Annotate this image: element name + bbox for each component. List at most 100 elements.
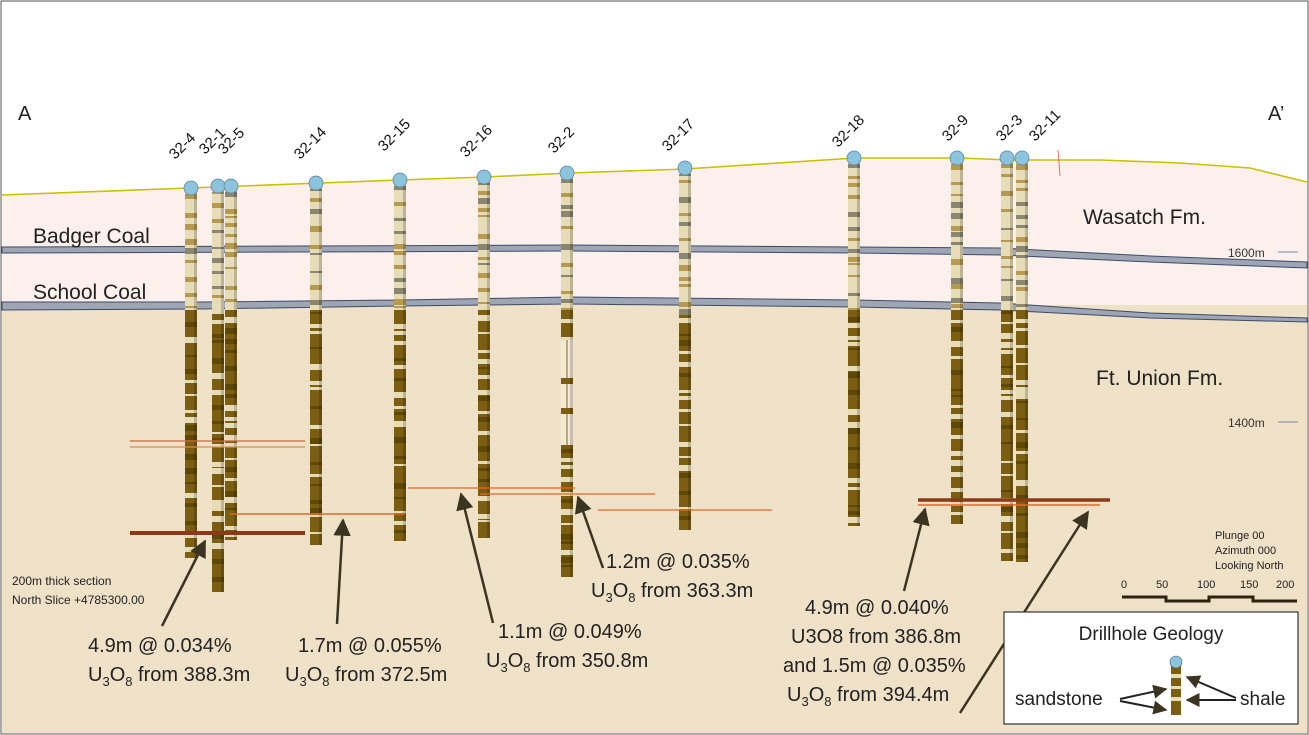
lithology-band: [1016, 363, 1028, 365]
lithology-band: [1016, 380, 1028, 385]
lithology-band: [212, 295, 224, 298]
lithology-band: [225, 423, 237, 428]
lithology-band: [1016, 164, 1028, 170]
collar-marker: [559, 165, 575, 181]
lithology-band: [951, 395, 963, 397]
lithology-band: [185, 482, 197, 484]
lithology-band: [185, 248, 197, 254]
lithology-band: [478, 520, 490, 522]
lithology-band: [951, 232, 963, 237]
school-coal-label: School Coal: [33, 281, 146, 304]
lithology-band: [561, 193, 573, 197]
legend-title: Drillhole Geology: [1079, 624, 1224, 645]
svg-text:U3O8 from 350.8m: U3O8 from 350.8m: [486, 650, 648, 675]
legend-shale-label: shale: [1240, 689, 1285, 710]
lithology-band: [225, 339, 237, 344]
lithology-band: [679, 373, 691, 377]
lithology-band: [185, 337, 197, 343]
lithology-band: [225, 286, 237, 290]
lithology-band: [561, 226, 573, 229]
lithology-band: [478, 332, 490, 334]
lithology-band: [679, 309, 691, 315]
lithology-band: [951, 414, 963, 419]
drillhole-shade: [234, 186, 237, 540]
collar-marker: [1014, 150, 1030, 166]
lithology-band: [679, 253, 691, 259]
lithology-band: [1016, 287, 1028, 291]
lithology-band: [212, 219, 224, 223]
lithology-band: [848, 323, 860, 328]
drillhole-shade: [1010, 158, 1013, 561]
lithology-band: [848, 517, 860, 523]
lithology-band: [212, 271, 224, 274]
lithology-band: [212, 438, 224, 441]
drillhole-lower: [848, 310, 860, 526]
lithology-band: [1001, 490, 1013, 492]
lithology-band: [212, 543, 224, 549]
lithology-band: [561, 458, 573, 462]
lithology-band: [185, 239, 197, 245]
lithology-band: [394, 521, 406, 525]
lithology-band: [478, 461, 490, 464]
lithology-band: [394, 437, 406, 443]
lithology-band: [561, 499, 573, 503]
lithology-band: [951, 194, 963, 196]
lithology-band: [848, 336, 860, 340]
lithology-band: [394, 412, 406, 415]
ft-union-label: Ft. Union Fm.: [1096, 367, 1223, 390]
lithology-band: [951, 451, 963, 456]
intercept-lines: [130, 440, 1110, 535]
lithology-band: [561, 523, 573, 525]
lithology-band: [225, 317, 237, 323]
lithology-band: [212, 320, 224, 324]
lithology-band: [561, 509, 573, 515]
lithology-band: [1016, 555, 1028, 559]
lithology-band: [394, 306, 406, 308]
lithology-band: [951, 502, 963, 506]
lithology-band: [394, 202, 406, 206]
lithology-band: [478, 198, 490, 204]
lithology-band: [561, 244, 573, 250]
drillhole-shade: [570, 173, 573, 577]
lithology-band: [225, 299, 237, 302]
lithology-band: [1001, 516, 1013, 522]
lithology-band: [1016, 430, 1028, 433]
lithology-band: [561, 378, 573, 384]
svg-text:U3O8 from 388.3m: U3O8 from 388.3m: [88, 664, 250, 689]
lithology-band: [185, 521, 197, 525]
thickness-note: 200m thick section: [12, 574, 111, 588]
lithology-band: [848, 390, 860, 395]
lithology-band: [561, 565, 573, 567]
lithology-band: [212, 516, 224, 522]
lithology-band: [1016, 328, 1028, 331]
lithology-band: [1016, 215, 1028, 219]
lithology-band: [478, 315, 490, 321]
lithology-band: [1001, 384, 1013, 387]
lithology-band: [478, 257, 490, 260]
lithology-band: [679, 318, 691, 323]
drillhole-shade: [403, 180, 406, 541]
lithology-band: [951, 242, 963, 245]
lithology-band: [212, 247, 224, 249]
intercept-annotation-1: 4.9m @ 0.034% U3O8 from 388.3m: [88, 635, 250, 689]
lithology-band: [310, 271, 322, 273]
scale-tick-label: 50: [1156, 579, 1168, 591]
lithology-band: [848, 422, 860, 428]
drillhole-32-14: 32-14: [291, 124, 330, 545]
lithology-band: [848, 478, 860, 483]
lithology-band: [679, 409, 691, 412]
lithology-band: [394, 299, 406, 305]
lithology-band: [478, 396, 490, 401]
lithology-band: [310, 484, 322, 486]
lithology-band: [394, 392, 406, 398]
lithology-band: [225, 467, 237, 472]
lithology-band: [848, 238, 860, 241]
lithology-band: [951, 460, 963, 466]
drillhole-shade: [319, 183, 322, 545]
lithology-band: [1001, 279, 1013, 281]
lithology-band: [1001, 507, 1013, 512]
lithology-band: [561, 263, 573, 267]
arrow-3: [456, 492, 495, 624]
lithology-band: [185, 417, 197, 423]
lithology-band: [225, 267, 237, 269]
